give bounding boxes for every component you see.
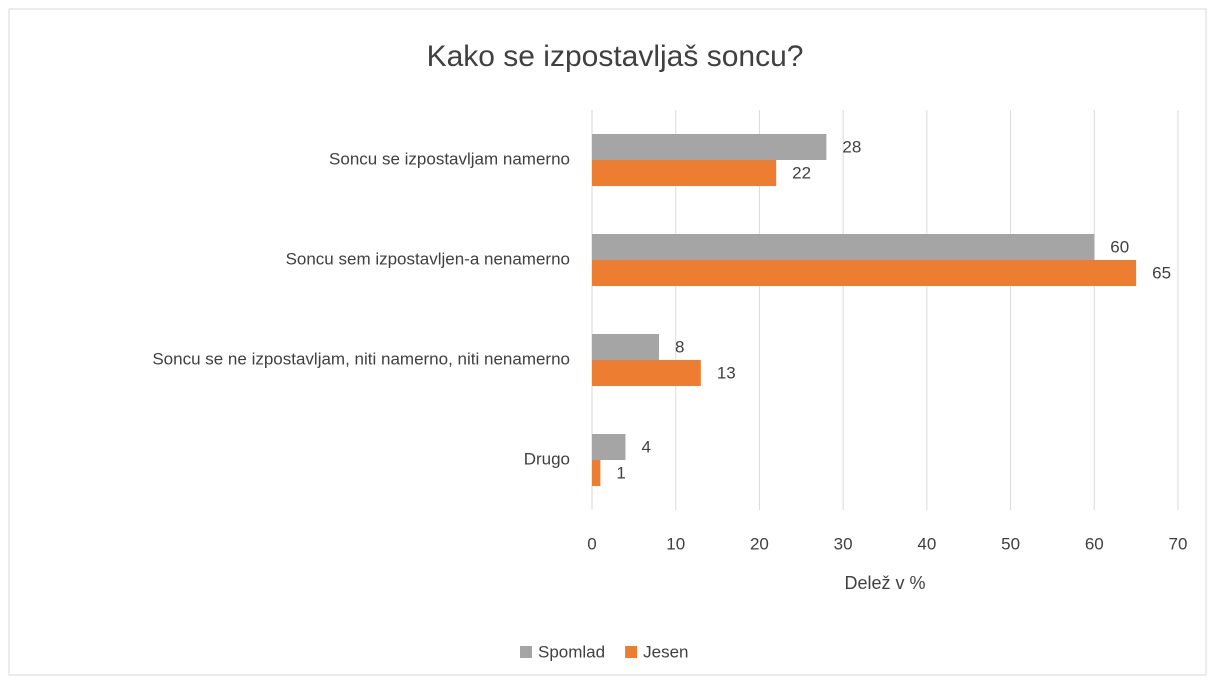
data-label: 65 [1152,263,1171,282]
bar [592,460,601,486]
y-tick-label: Soncu sem izpostavljen-a nenamerno [286,249,570,268]
x-tick-label: 10 [666,534,685,553]
data-label: 8 [675,337,684,356]
bar [592,234,1095,260]
x-tick-label: 60 [1085,534,1104,553]
data-label: 60 [1110,237,1129,256]
x-tick-label: 0 [587,534,596,553]
legend-label: Jesen [643,642,688,661]
x-tick-label: 70 [1169,534,1188,553]
y-tick-label: Soncu se ne izpostavljam, niti namerno, … [152,349,570,368]
y-tick-label: Soncu se izpostavljam namerno [329,149,570,168]
x-axis-label: Delež v % [844,573,925,593]
x-tick-label: 40 [917,534,936,553]
bar [592,160,777,186]
bar [592,360,701,386]
data-label: 22 [792,163,811,182]
legend-label: Spomlad [538,642,605,661]
bar [592,434,626,460]
bar [592,134,827,160]
bar [592,260,1137,286]
legend-swatch [520,646,532,658]
bar [592,334,659,360]
chart-title: Kako se izpostavljaš soncu? [427,40,804,73]
x-tick-label: 50 [1001,534,1020,553]
data-label: 13 [717,363,736,382]
y-tick-label: Drugo [524,449,570,468]
data-label: 4 [641,437,650,456]
x-tick-label: 30 [834,534,853,553]
data-label: 28 [842,137,861,156]
x-tick-label: 20 [750,534,769,553]
data-label: 1 [616,463,625,482]
legend-swatch [625,646,638,658]
